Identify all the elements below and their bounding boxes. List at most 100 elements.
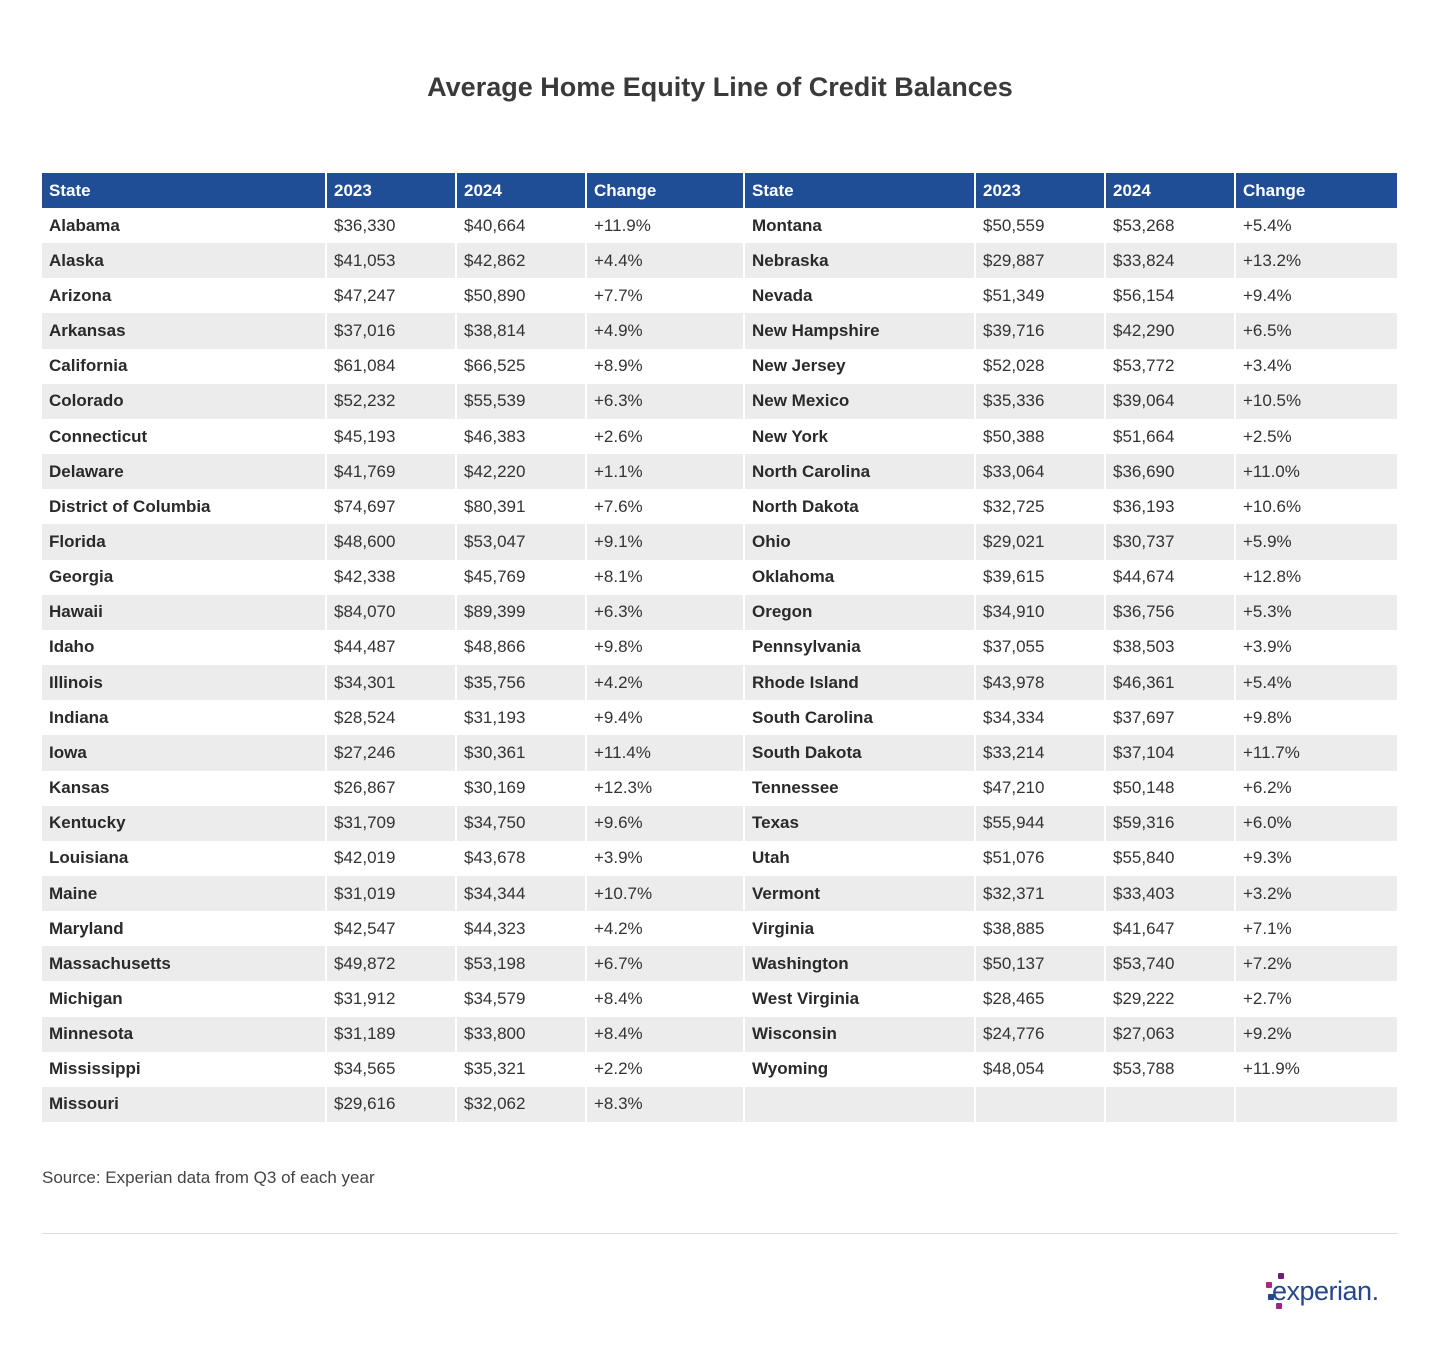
table-row: Illinois $34,301 $35,756 +4.2% Rhode Island $… (42, 665, 1397, 701)
value-cell: +9.1% (586, 524, 745, 560)
value-cell: +9.4% (1243, 285, 1292, 305)
value-cell: $50,148 (1105, 770, 1236, 806)
value-cell: $38,885 (975, 911, 1106, 947)
header-cell: 2024 (456, 173, 587, 208)
state-cell: Hawaii (42, 594, 327, 630)
state-cell: New York (744, 418, 976, 455)
state-cell: Missouri (42, 1086, 327, 1123)
state-cell: Indiana (42, 700, 327, 736)
value-cell: $43,678 (456, 840, 587, 876)
value-cell: +3.4% (1243, 356, 1292, 376)
value-cell: +9.6% (586, 805, 745, 841)
value-cell: +8.3% (586, 1086, 745, 1123)
value-cell: +3.9% (586, 840, 745, 876)
value-cell: $31,189 (326, 1016, 457, 1052)
value-cell: $29,222 (1105, 981, 1236, 1017)
state-cell: Kansas (42, 770, 327, 806)
value-cell: $53,740 (1105, 946, 1236, 982)
value-cell: $53,198 (456, 946, 587, 982)
value-cell: $34,565 (326, 1051, 457, 1087)
value-cell: $40,664 (456, 208, 587, 244)
value-cell: $47,210 (975, 770, 1106, 806)
value-cell: +8.4% (586, 981, 745, 1017)
value-cell: +11.0% (1235, 454, 1397, 490)
value-cell: +9.8% (1243, 707, 1292, 727)
value-cell: $36,756 (1105, 594, 1236, 630)
value-cell: +5.4% (1235, 665, 1397, 701)
divider (42, 1233, 1398, 1234)
value-cell: $45,769 (456, 559, 587, 595)
value-cell: $33,800 (456, 1016, 587, 1052)
value-cell: +2.6% (586, 418, 745, 455)
value-cell: +13.2% (1235, 243, 1397, 279)
table-row: California $61,084 $66,525 +8.9% New Jersey $… (42, 348, 1397, 384)
state-cell: Georgia (42, 559, 327, 595)
value-cell: $51,664 (1105, 418, 1236, 455)
value-cell: $35,321 (456, 1051, 587, 1087)
table-row: Connecticut $45,193 $46,383 +2.6% New York $5… (42, 418, 1397, 455)
value-cell: +9.8% (586, 629, 745, 666)
table-body: Alabama $36,330 $40,664 +11.9% Montana $50,55… (42, 208, 1397, 1123)
state-cell: Texas (744, 805, 976, 841)
value-cell: $38,503 (1105, 629, 1236, 666)
state-cell: Arkansas (42, 313, 327, 349)
source-note: Source: Experian data from Q3 of each ye… (42, 1168, 375, 1187)
value-cell: $44,323 (456, 911, 587, 947)
header-cell: State (744, 173, 976, 208)
value-cell: $44,487 (326, 629, 457, 666)
value-cell (1105, 1086, 1236, 1123)
table-row: Delaware $41,769 $42,220 +1.1% North Carolin… (42, 454, 1397, 490)
value-cell: $37,055 (975, 629, 1106, 666)
state-cell: Pennsylvania (744, 629, 976, 666)
value-cell: +2.5% (1243, 426, 1292, 446)
logo-dot (1276, 1303, 1282, 1309)
value-cell: $36,690 (1105, 454, 1236, 490)
value-cell: $52,028 (975, 348, 1106, 384)
value-cell: $33,214 (975, 735, 1106, 771)
value-cell: +11.4% (586, 735, 745, 771)
value-cell: +7.2% (1235, 946, 1397, 982)
data-table: State 2023 2024 Change State 2023 2024 Change A… (42, 173, 1397, 1123)
value-cell: +7.7% (586, 278, 745, 314)
state-cell: Alaska (42, 243, 327, 279)
value-cell: $34,334 (975, 700, 1106, 736)
value-cell: +5.3% (1235, 594, 1397, 630)
state-cell: Iowa (42, 735, 327, 771)
state-cell: Wisconsin (744, 1016, 976, 1052)
state-cell: Louisiana (42, 840, 327, 876)
state-cell: New Mexico (744, 383, 976, 419)
state-cell: Vermont (744, 875, 976, 912)
value-cell: $41,053 (326, 243, 457, 279)
value-cell: $42,019 (326, 840, 457, 876)
header-cell: 2023 (326, 173, 457, 208)
value-cell: $50,137 (975, 946, 1106, 982)
value-cell: $45,193 (326, 418, 457, 455)
value-cell: +1.1% (586, 454, 745, 490)
value-cell: $24,776 (975, 1016, 1106, 1052)
value-cell: $32,371 (975, 875, 1106, 912)
header-cell: State (42, 173, 327, 208)
state-cell: Ohio (744, 524, 976, 560)
state-cell: South Dakota (744, 735, 976, 771)
state-cell: Maine (42, 875, 327, 912)
value-cell: $29,887 (975, 243, 1106, 279)
value-cell: +11.9% (586, 208, 745, 244)
value-cell (975, 1086, 1106, 1123)
value-cell: $31,193 (456, 700, 587, 736)
value-cell: $74,697 (326, 489, 457, 525)
table-row: Idaho $44,487 $48,866 +9.8% Pennsylvania $37,… (42, 629, 1397, 666)
value-cell: $48,054 (975, 1051, 1106, 1087)
value-cell: $42,290 (1105, 313, 1236, 349)
state-cell: Maryland (42, 911, 327, 947)
value-cell: $53,788 (1105, 1051, 1236, 1087)
value-cell: $46,383 (456, 418, 587, 455)
state-cell: Rhode Island (744, 665, 976, 701)
value-cell: $66,525 (456, 348, 587, 384)
value-cell: $42,547 (326, 911, 457, 947)
value-cell: $43,978 (975, 665, 1106, 701)
value-cell: $84,070 (326, 594, 457, 630)
value-cell: $52,232 (326, 383, 457, 419)
title: Average Home Equity Line of Credit Balan… (427, 72, 1013, 102)
value-cell: $55,944 (975, 805, 1106, 841)
